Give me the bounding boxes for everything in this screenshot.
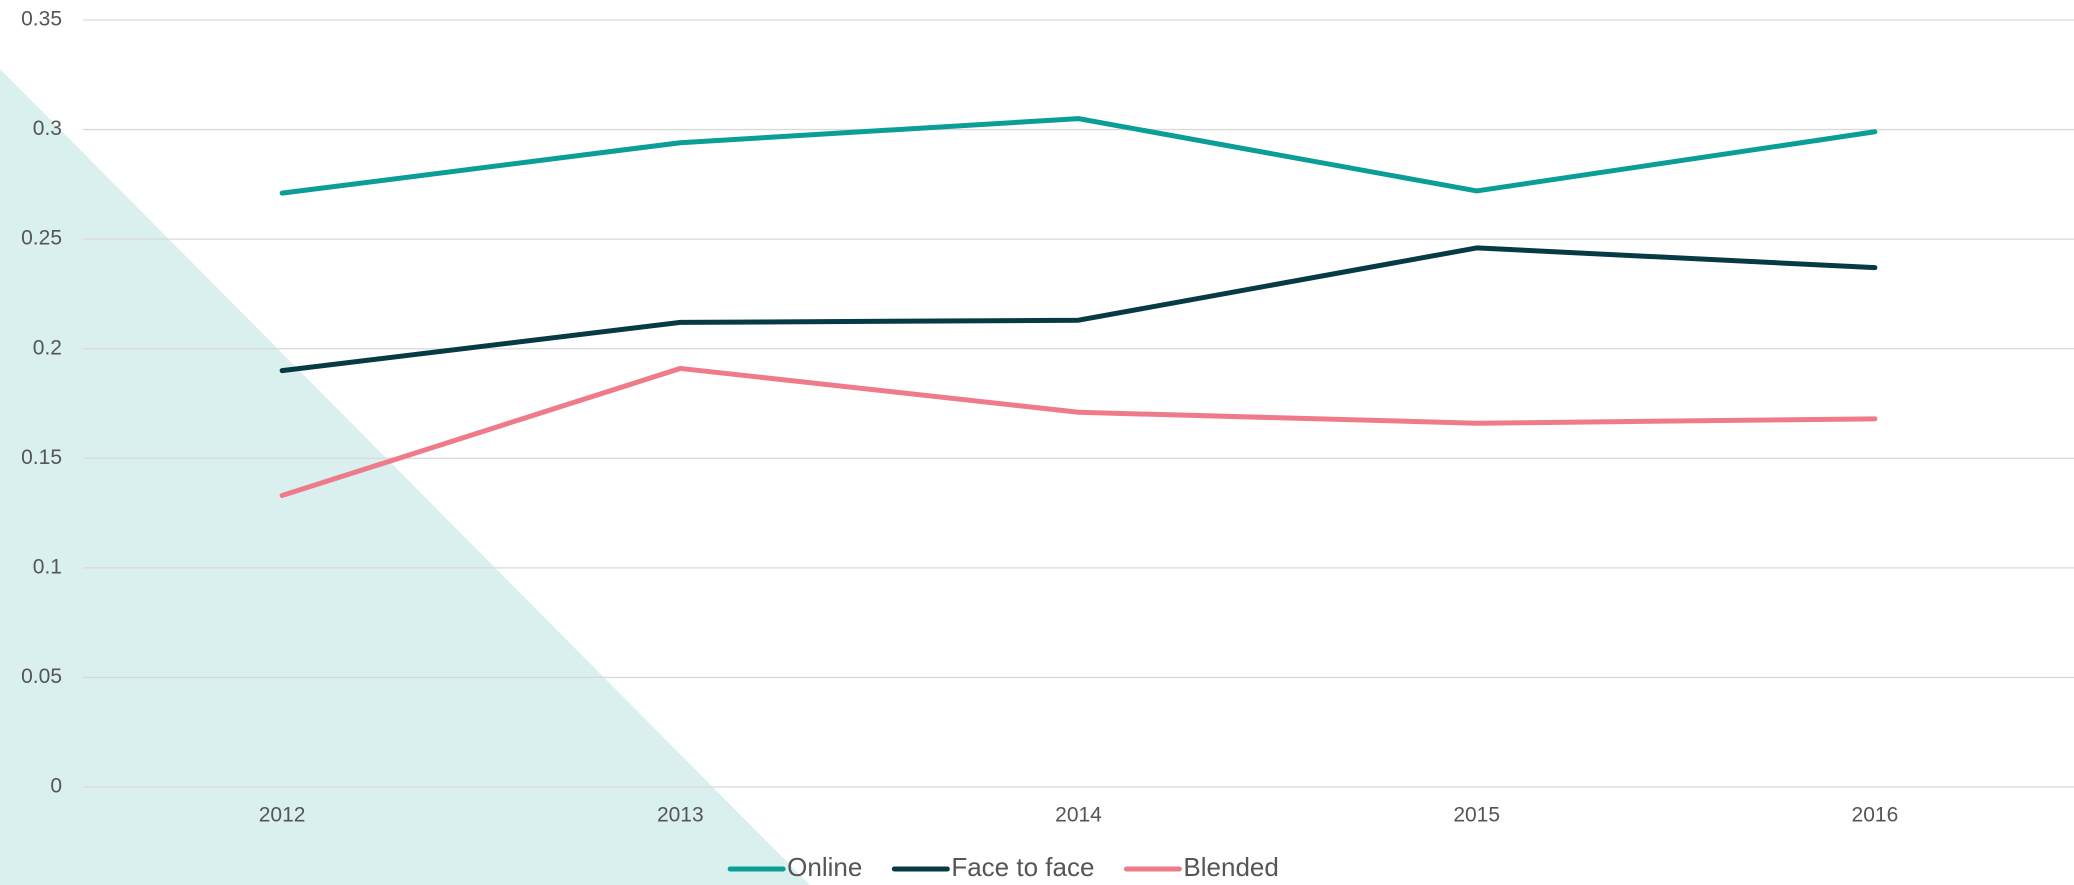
legend-label: Blended <box>1183 852 1278 882</box>
y-tick-label: 0.05 <box>21 665 62 688</box>
line <box>279 245 1878 374</box>
x-tick-label: 2016 <box>1852 804 1899 827</box>
y-tick-label: 0.1 <box>33 555 62 578</box>
legend-label: Online <box>787 852 862 882</box>
x-tick-label: 2012 <box>259 804 306 827</box>
line <box>279 365 1878 499</box>
x-tick-label: 2013 <box>657 804 704 827</box>
y-tick-label: 0.15 <box>21 446 62 469</box>
x-tick-label: 2014 <box>1055 804 1102 827</box>
y-tick-label: 0.25 <box>21 227 62 250</box>
y-tick-label: 0.35 <box>21 8 62 31</box>
background-shape <box>0 69 810 885</box>
y-tick-label: 0.2 <box>33 336 62 359</box>
legend-label: Face to face <box>951 852 1094 882</box>
y-tick-label: 0 <box>50 775 62 798</box>
y-tick-label: 0.3 <box>33 117 62 140</box>
x-tick-label: 2015 <box>1453 804 1500 827</box>
line <box>279 116 1878 196</box>
